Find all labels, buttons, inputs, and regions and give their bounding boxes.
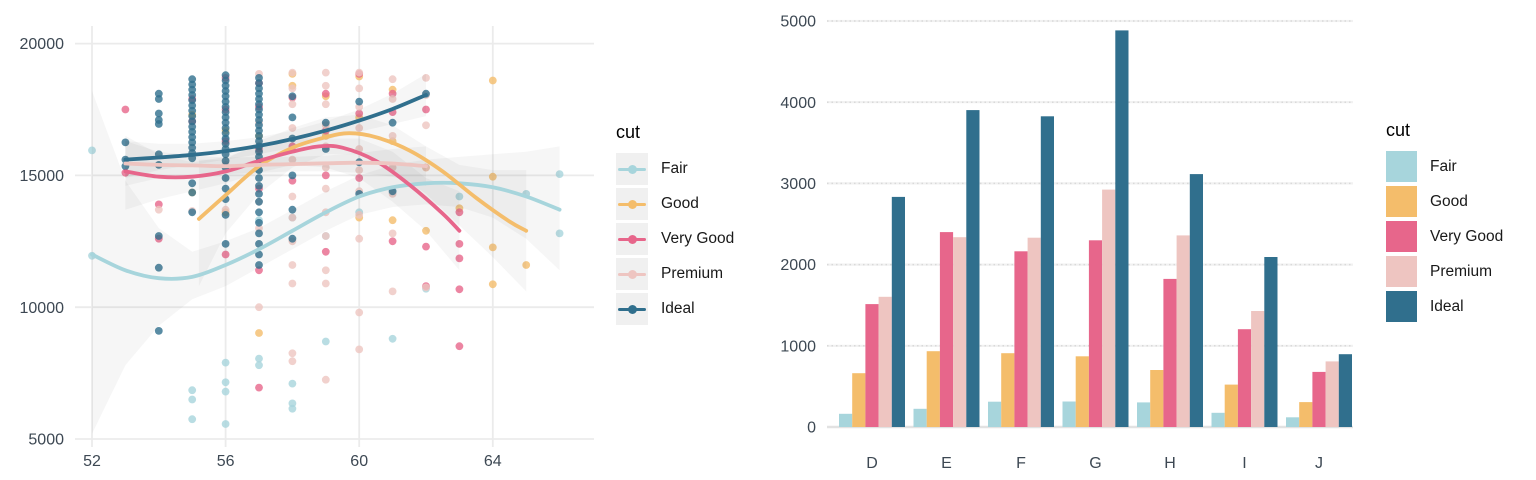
bar-ideal-J <box>1338 354 1352 427</box>
bar-good-H <box>1150 370 1164 427</box>
legend-label: Very Good <box>1430 227 1504 245</box>
legend-cut-scatter: cut Fair Good Very Good Premium Ideal <box>616 122 734 328</box>
legend-label: Ideal <box>1430 297 1464 315</box>
bar-ideal-D <box>891 196 905 427</box>
y-tick-label: 2000 <box>780 257 816 274</box>
bar-groups <box>839 30 1352 428</box>
legend-label: Good <box>661 195 699 212</box>
y-tick-label: 0 <box>807 420 816 437</box>
legend-item-good: Good <box>1386 186 1503 217</box>
legend-item-good: Good <box>616 188 734 220</box>
bar-good-F <box>1001 353 1015 427</box>
legend-key-swatch <box>1386 186 1417 217</box>
x-tick-label: G <box>1089 455 1101 472</box>
legend-item-fair: Fair <box>616 153 734 185</box>
y-tick-label: 10000 <box>20 300 65 317</box>
x-tick-label: H <box>1164 455 1176 472</box>
x-tick-label: I <box>1242 455 1246 472</box>
legend-label: Premium <box>1430 262 1493 280</box>
bar-very_good-J <box>1312 371 1326 427</box>
y-tick-label: 20000 <box>20 36 65 53</box>
bar-fair-H <box>1137 402 1151 427</box>
legend-cut-bars: cut Fair Good Very Good Premium Ideal <box>1386 120 1503 326</box>
legend-label: Very Good <box>661 230 735 247</box>
legend-label: Ideal <box>661 300 695 317</box>
legend-item-premium: Premium <box>1386 256 1503 287</box>
y-tick-label: 5000 <box>28 432 64 449</box>
bar-premium-J <box>1325 361 1339 427</box>
legend-title: cut <box>1386 120 1411 140</box>
legend-key-line-dot <box>616 223 648 255</box>
bar-chart: 0 1000 2000 3000 4000 5000 D E F G H I J <box>780 14 1353 472</box>
bar-fair-G <box>1062 401 1076 427</box>
bar-premium-E <box>953 237 967 427</box>
legend-item-ideal: Ideal <box>616 293 734 325</box>
legend-title: cut <box>616 122 641 142</box>
bar-ideal-G <box>1115 30 1129 428</box>
y-tick-label: 3000 <box>780 176 816 193</box>
legend-item-ideal: Ideal <box>1386 291 1503 322</box>
bar-very_good-F <box>1014 251 1028 427</box>
x-tick-label: 64 <box>484 453 502 470</box>
legend-item-fair: Fair <box>1386 151 1503 182</box>
legend-items: Fair Good Very Good Premium Ideal <box>1386 151 1503 322</box>
y-tick-label: 4000 <box>780 95 816 112</box>
legend-item-premium: Premium <box>616 258 734 290</box>
legend-key-line-dot <box>616 293 648 325</box>
bar-very_good-D <box>865 304 879 427</box>
bar-good-D <box>852 373 866 427</box>
bar-good-E <box>926 351 940 427</box>
bar-fair-J <box>1286 417 1300 427</box>
bar-very_good-H <box>1163 278 1177 427</box>
legend-key-swatch <box>1386 221 1417 252</box>
bar-very_good-G <box>1088 240 1103 427</box>
scatter-plot: 5000 10000 15000 20000 52 56 60 64 <box>20 26 594 470</box>
legend-key-swatch <box>1386 256 1417 287</box>
x-tick-label: 60 <box>350 453 368 470</box>
smooth-lines <box>90 93 562 281</box>
bar-premium-D <box>878 296 892 427</box>
x-tick-label: 56 <box>217 453 235 470</box>
bar-premium-I <box>1251 311 1265 427</box>
bar-fair-D <box>839 413 853 427</box>
x-tick-label: J <box>1315 455 1323 472</box>
legend-item-very_good: Very Good <box>616 223 734 255</box>
bar-ideal-I <box>1264 257 1278 427</box>
bar-fair-E <box>913 408 927 427</box>
bar-ideal-E <box>966 110 980 427</box>
bar-fair-F <box>988 401 1002 427</box>
legend-label: Fair <box>1430 157 1457 175</box>
bar-very_good-E <box>939 232 954 427</box>
y-tick-label: 5000 <box>780 14 816 31</box>
x-tick-label: 52 <box>83 453 101 470</box>
bar-good-J <box>1299 402 1313 427</box>
legend-label: Good <box>1430 192 1468 210</box>
axis-labels: 0 1000 2000 3000 4000 5000 D E F G H I J <box>780 14 1323 472</box>
x-tick-label: F <box>1016 455 1026 472</box>
y-tick-label: 1000 <box>780 338 816 355</box>
axis-labels: 5000 10000 15000 20000 52 56 60 64 <box>20 36 502 470</box>
bar-ideal-F <box>1040 116 1054 428</box>
bar-premium-F <box>1027 237 1041 427</box>
bar-fair-I <box>1211 412 1225 427</box>
legend-key-line-dot <box>616 153 648 185</box>
bar-premium-G <box>1102 189 1116 427</box>
x-tick-label: E <box>941 455 952 472</box>
legend-item-very_good: Very Good <box>1386 221 1503 252</box>
bar-good-G <box>1075 356 1089 427</box>
legend-label: Fair <box>661 160 688 177</box>
x-tick-label: D <box>866 455 878 472</box>
y-tick-label: 15000 <box>20 168 65 185</box>
bar-good-I <box>1224 384 1238 427</box>
bar-very_good-I <box>1237 329 1252 427</box>
legend-key-swatch <box>1386 151 1417 182</box>
bar-premium-H <box>1176 235 1190 427</box>
legend-key-line-dot <box>616 188 648 220</box>
bar-ideal-H <box>1189 174 1203 427</box>
legend-label: Premium <box>661 265 724 282</box>
legend-key-swatch <box>1386 291 1417 322</box>
legend-key-line-dot <box>616 258 648 290</box>
legend-items: Fair Good Very Good Premium Ideal <box>616 153 734 325</box>
